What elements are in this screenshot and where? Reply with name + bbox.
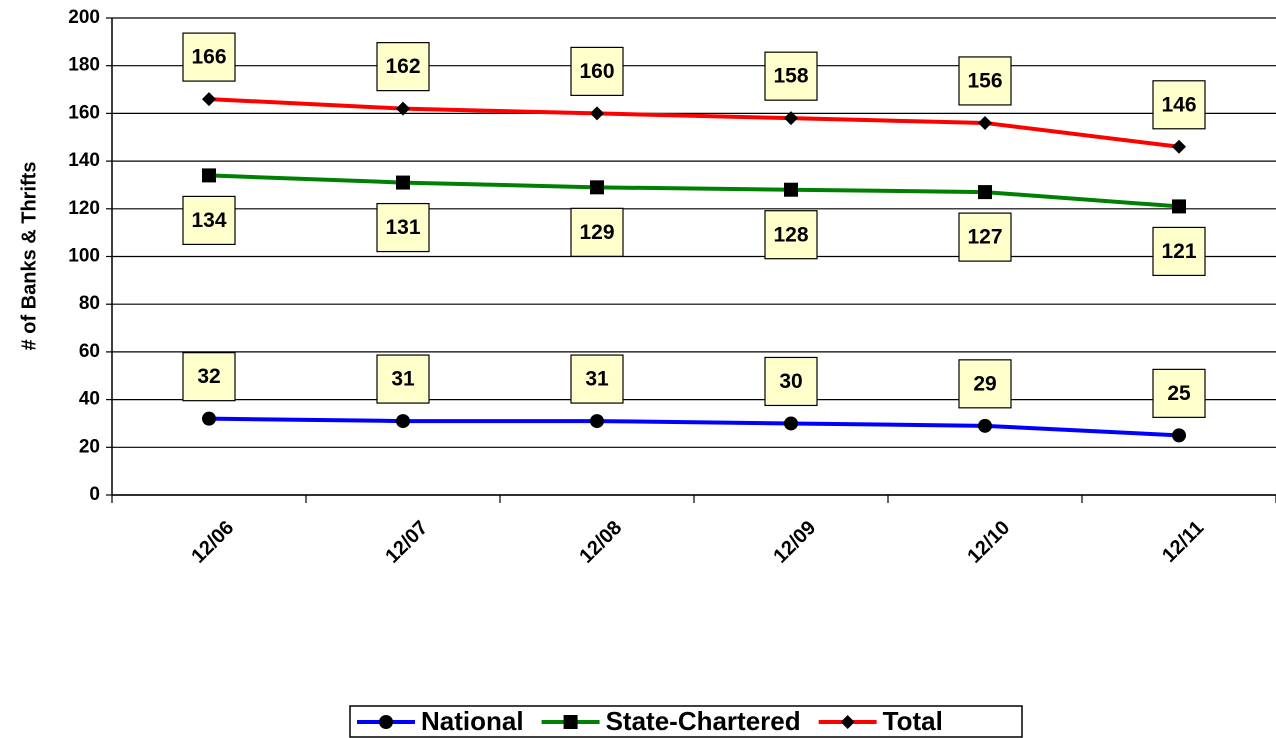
data-label-box xyxy=(570,46,624,97)
data-label: 131 xyxy=(385,216,420,239)
data-label-box xyxy=(376,42,430,92)
data-label-box xyxy=(1152,226,1206,277)
series-line xyxy=(208,97,1180,149)
marker xyxy=(396,175,410,190)
y-tick-label: 140 xyxy=(68,150,100,171)
data-label: 31 xyxy=(585,368,609,391)
y-tick-label: 100 xyxy=(68,246,100,267)
marker xyxy=(784,416,798,431)
x-tick-label: 12/08 xyxy=(575,517,626,568)
data-label-box xyxy=(1152,80,1206,130)
y-tick-label: 20 xyxy=(79,436,100,457)
data-label-box xyxy=(764,51,818,101)
marker xyxy=(590,414,604,429)
marker xyxy=(1172,428,1186,443)
y-tick-label: 40 xyxy=(79,389,100,410)
data-label-box xyxy=(376,354,430,404)
x-tick-label: 12/11 xyxy=(1158,517,1208,567)
x-tick-label: 12/07 xyxy=(381,517,432,568)
y-tick-label: 80 xyxy=(79,293,100,314)
data-label: 158 xyxy=(773,65,808,88)
x-tick-label: 12/10 xyxy=(963,517,1014,568)
data-label-box xyxy=(570,354,624,404)
y-tick-label: 0 xyxy=(89,484,100,505)
data-label-box xyxy=(182,352,236,402)
data-label-box xyxy=(764,210,818,260)
legend-box xyxy=(349,705,1023,738)
marker xyxy=(978,115,992,130)
marker xyxy=(202,411,216,426)
series-line xyxy=(208,173,1180,209)
data-label: 160 xyxy=(579,60,614,83)
data-label: 31 xyxy=(391,368,415,391)
data-label: 129 xyxy=(579,221,614,244)
data-label: 128 xyxy=(773,223,808,246)
marker xyxy=(1172,199,1186,214)
data-label: 166 xyxy=(191,46,226,69)
data-label-box xyxy=(958,56,1012,106)
marker xyxy=(840,715,855,729)
marker xyxy=(202,168,216,183)
legend-label: Total xyxy=(883,706,943,736)
y-tick-label: 200 xyxy=(68,7,100,28)
marker xyxy=(563,715,578,729)
data-label-box xyxy=(1152,368,1206,418)
x-tick-label: 12/06 xyxy=(187,517,238,568)
data-label: 25 xyxy=(1167,382,1191,405)
data-label-box xyxy=(182,32,236,82)
data-label: 121 xyxy=(1161,240,1196,263)
data-label: 162 xyxy=(385,55,420,78)
series-line xyxy=(208,416,1180,438)
x-tick-label: 12/09 xyxy=(769,517,820,568)
marker xyxy=(784,111,798,126)
marker xyxy=(202,92,216,107)
marker xyxy=(1172,139,1186,154)
data-label: 134 xyxy=(191,209,226,232)
legend-label: State-Chartered xyxy=(606,706,801,736)
marker xyxy=(978,185,992,200)
data-label-box xyxy=(764,356,818,407)
data-label-box xyxy=(376,202,430,253)
y-axis-title: # of Banks & Thrifts xyxy=(18,162,40,351)
y-tick-label: 60 xyxy=(79,341,100,362)
data-label-box xyxy=(958,359,1012,409)
marker xyxy=(396,101,410,116)
data-label: 30 xyxy=(779,370,802,393)
marker xyxy=(379,715,393,729)
data-label: 156 xyxy=(967,69,1002,92)
data-label: 127 xyxy=(967,226,1002,249)
data-label-box xyxy=(958,212,1012,262)
data-label-box xyxy=(570,207,624,257)
y-tick-label: 180 xyxy=(68,55,100,76)
y-tick-label: 120 xyxy=(68,198,100,219)
y-tick-label: 160 xyxy=(68,102,100,123)
legend-label: National xyxy=(421,706,524,736)
marker xyxy=(590,180,604,195)
marker xyxy=(396,414,410,429)
data-label: 32 xyxy=(197,365,220,388)
data-label: 29 xyxy=(973,372,996,395)
marker xyxy=(590,106,604,121)
data-label: 146 xyxy=(1161,93,1196,116)
data-label-box xyxy=(182,195,236,246)
marker xyxy=(784,182,798,197)
marker xyxy=(978,418,992,433)
